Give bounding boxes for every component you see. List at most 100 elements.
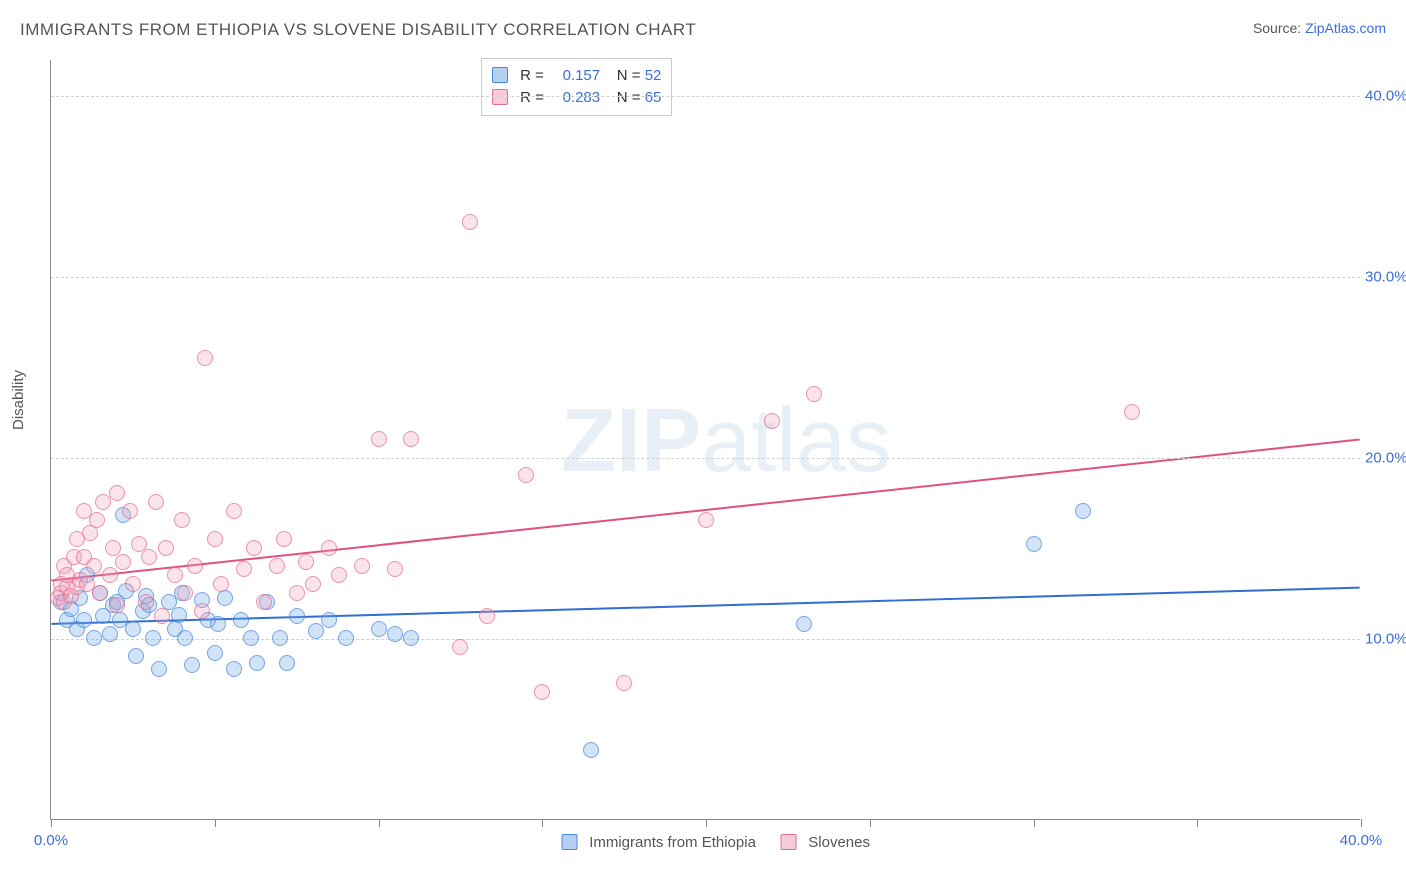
- source-link[interactable]: ZipAtlas.com: [1305, 20, 1386, 36]
- data-point-slovenes: [534, 684, 550, 700]
- data-point-slovenes: [115, 554, 131, 570]
- data-point-slovenes: [148, 494, 164, 510]
- data-point-slovenes: [187, 558, 203, 574]
- data-point-slovenes: [102, 567, 118, 583]
- r-value: 0.157: [548, 65, 600, 87]
- legend-row-ethiopia: R = 0.157 N = 52: [492, 65, 661, 87]
- data-point-ethiopia: [321, 612, 337, 628]
- data-point-slovenes: [138, 594, 154, 610]
- x-tick: [215, 819, 216, 827]
- data-point-ethiopia: [387, 626, 403, 642]
- y-tick-label: 10.0%: [1365, 631, 1406, 648]
- data-point-slovenes: [194, 603, 210, 619]
- r-label: R =: [520, 89, 544, 106]
- source-label: Source:: [1253, 20, 1305, 36]
- n-label: N =: [617, 67, 641, 84]
- data-point-ethiopia: [171, 607, 187, 623]
- series-legend: Immigrants from Ethiopia Slovenes: [541, 834, 870, 851]
- data-point-slovenes: [698, 512, 714, 528]
- legend-row-slovenes: R = 0.283 N = 65: [492, 87, 661, 109]
- data-point-slovenes: [154, 608, 170, 624]
- correlation-legend: R = 0.157 N = 52 R = 0.283 N = 65: [481, 58, 672, 116]
- data-point-slovenes: [371, 431, 387, 447]
- data-point-ethiopia: [102, 626, 118, 642]
- data-point-slovenes: [305, 576, 321, 592]
- data-point-slovenes: [276, 531, 292, 547]
- data-point-ethiopia: [177, 630, 193, 646]
- trend-line-slovenes: [51, 440, 1359, 581]
- data-point-ethiopia: [145, 630, 161, 646]
- data-point-slovenes: [174, 512, 190, 528]
- data-point-ethiopia: [226, 661, 242, 677]
- data-point-slovenes: [105, 540, 121, 556]
- data-point-ethiopia: [272, 630, 288, 646]
- data-point-slovenes: [479, 608, 495, 624]
- data-point-slovenes: [403, 431, 419, 447]
- data-point-slovenes: [158, 540, 174, 556]
- trend-lines: [51, 60, 1360, 819]
- swatch-pink-icon: [780, 834, 796, 850]
- x-tick: [1197, 819, 1198, 827]
- data-point-slovenes: [269, 558, 285, 574]
- data-point-ethiopia: [583, 742, 599, 758]
- y-axis-label: Disability: [10, 370, 27, 430]
- data-point-slovenes: [256, 594, 272, 610]
- data-point-ethiopia: [210, 616, 226, 632]
- data-point-slovenes: [462, 214, 478, 230]
- data-point-slovenes: [289, 585, 305, 601]
- r-value: 0.283: [548, 87, 600, 109]
- data-point-slovenes: [321, 540, 337, 556]
- data-point-slovenes: [197, 350, 213, 366]
- n-value: 52: [645, 67, 662, 84]
- data-point-ethiopia: [308, 623, 324, 639]
- data-point-slovenes: [236, 561, 252, 577]
- data-point-ethiopia: [279, 655, 295, 671]
- x-tick: [51, 819, 52, 827]
- data-point-ethiopia: [796, 616, 812, 632]
- y-tick-label: 20.0%: [1365, 450, 1406, 467]
- n-label: N =: [617, 89, 641, 106]
- data-point-ethiopia: [338, 630, 354, 646]
- data-point-slovenes: [141, 549, 157, 565]
- data-point-slovenes: [1124, 404, 1140, 420]
- x-tick: [1034, 819, 1035, 827]
- data-point-slovenes: [86, 558, 102, 574]
- data-point-slovenes: [207, 531, 223, 547]
- data-point-ethiopia: [233, 612, 249, 628]
- data-point-slovenes: [226, 503, 242, 519]
- data-point-slovenes: [246, 540, 262, 556]
- data-point-ethiopia: [1075, 503, 1091, 519]
- x-tick: [706, 819, 707, 827]
- gridline: [51, 96, 1360, 97]
- data-point-slovenes: [452, 639, 468, 655]
- source-attribution: Source: ZipAtlas.com: [1253, 20, 1386, 36]
- data-point-ethiopia: [76, 612, 92, 628]
- data-point-slovenes: [806, 386, 822, 402]
- data-point-slovenes: [298, 554, 314, 570]
- gridline: [51, 277, 1360, 278]
- data-point-ethiopia: [207, 645, 223, 661]
- data-point-slovenes: [354, 558, 370, 574]
- r-label: R =: [520, 67, 544, 84]
- data-point-slovenes: [122, 503, 138, 519]
- data-point-ethiopia: [243, 630, 259, 646]
- x-tick: [379, 819, 380, 827]
- data-point-ethiopia: [151, 661, 167, 677]
- gridline: [51, 458, 1360, 459]
- x-tick: [870, 819, 871, 827]
- data-point-slovenes: [109, 485, 125, 501]
- swatch-blue-icon: [492, 67, 508, 83]
- data-point-slovenes: [177, 585, 193, 601]
- scatter-plot-area: ZIPatlas R = 0.157 N = 52 R = 0.283 N = …: [50, 60, 1360, 820]
- data-point-ethiopia: [249, 655, 265, 671]
- data-point-ethiopia: [403, 630, 419, 646]
- data-point-slovenes: [387, 561, 403, 577]
- data-point-ethiopia: [125, 621, 141, 637]
- n-value: 65: [645, 89, 662, 106]
- legend-label-ethiopia: Immigrants from Ethiopia: [589, 834, 756, 851]
- data-point-slovenes: [616, 675, 632, 691]
- y-tick-label: 30.0%: [1365, 269, 1406, 286]
- data-point-slovenes: [331, 567, 347, 583]
- x-tick: [542, 819, 543, 827]
- data-point-slovenes: [125, 576, 141, 592]
